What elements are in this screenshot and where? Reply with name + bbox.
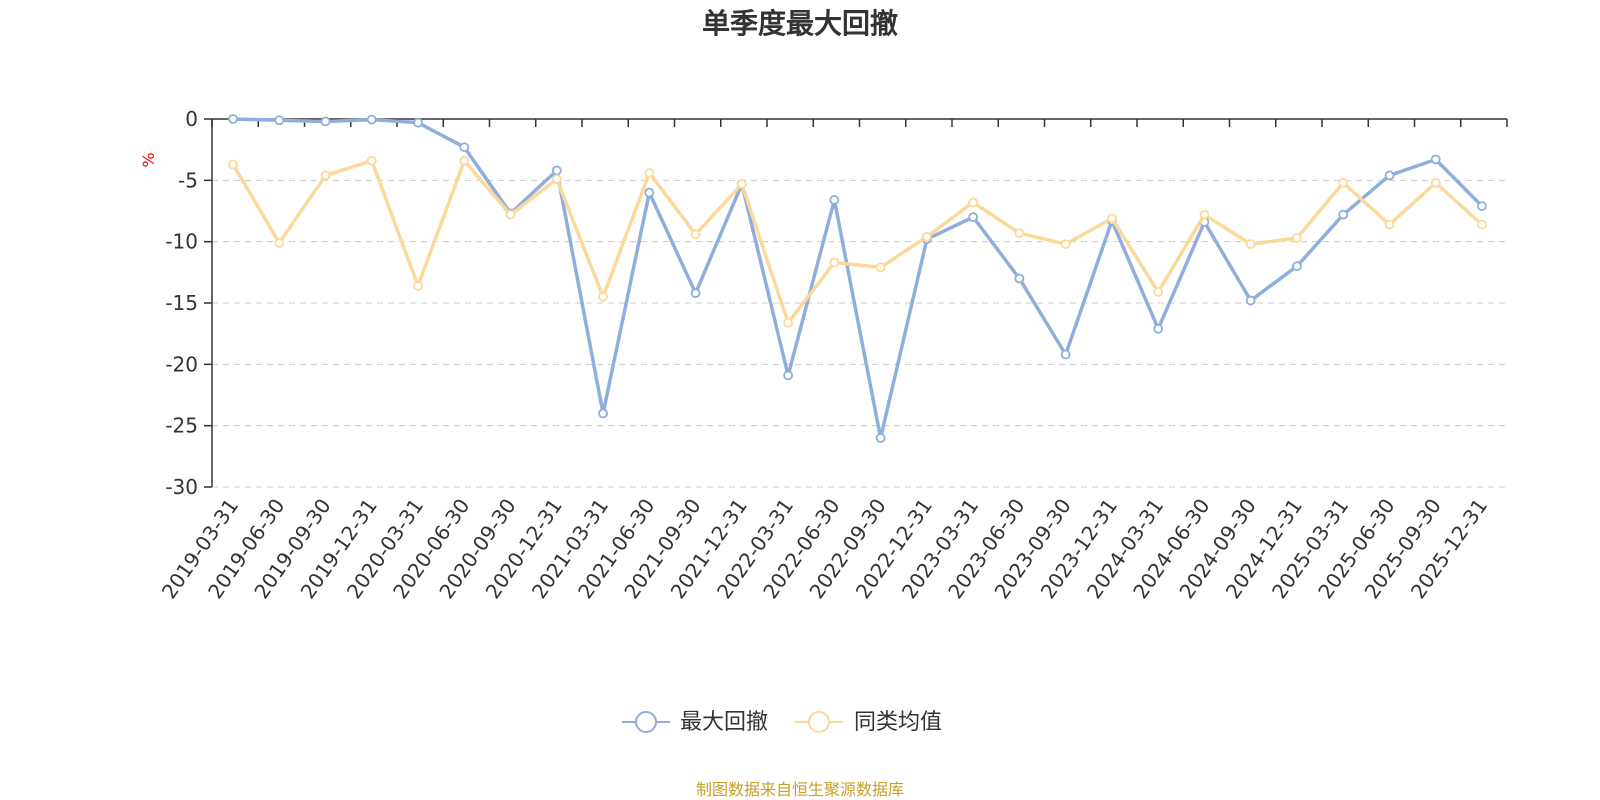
legend[interactable]: 最大回撤 同类均值	[622, 710, 942, 735]
data-point-series-2	[1430, 177, 1441, 188]
data-point-series-1	[1292, 261, 1302, 272]
legend-label: 最大回撤	[680, 710, 768, 735]
data-point-series-2	[1014, 228, 1025, 238]
data-point-series-2	[1384, 219, 1395, 230]
legend-item-2[interactable]: 同类均值	[795, 710, 942, 735]
data-point-series-2	[551, 174, 562, 185]
y-tick-label: 0	[185, 107, 198, 131]
data-point-series-2	[644, 168, 655, 178]
data-point-series-1	[644, 187, 655, 198]
data-point-series-2	[1107, 213, 1117, 224]
data-point-series-1	[829, 195, 840, 205]
data-point-series-1	[320, 116, 331, 127]
data-point-series-2	[829, 257, 840, 268]
data-point-series-1	[413, 117, 423, 128]
data-point-series-2	[1199, 209, 1210, 220]
data-point-series-1	[690, 288, 701, 299]
data-point-series-1	[968, 212, 979, 223]
data-point-series-1	[551, 165, 562, 176]
data-point-series-1	[1153, 323, 1164, 334]
y-tick-label: -20	[165, 352, 198, 376]
series-line-2	[231, 158, 1484, 325]
chart-title: 单季度最大回撤	[701, 7, 898, 40]
data-point-series-2	[1292, 233, 1302, 243]
data-point-series-1	[1384, 170, 1395, 181]
data-point-series-2	[1060, 239, 1071, 250]
data-point-series-2	[1338, 177, 1349, 188]
data-point-series-2	[413, 280, 423, 291]
data-point-series-2	[875, 262, 886, 273]
data-point-series-2	[598, 291, 608, 302]
y-tick-label: -30	[165, 475, 198, 499]
data-point-series-2	[1477, 219, 1487, 230]
legend-label: 同类均值	[854, 710, 942, 735]
grid-lines	[212, 179, 1507, 488]
y-tick-label: -25	[165, 414, 198, 438]
data-point-series-1	[1060, 349, 1071, 360]
data-point-series-1	[274, 115, 285, 126]
data-point-series-2	[783, 317, 794, 328]
axes: 0-5-10-15-20-25-30%2019-03-312019-06-302…	[139, 107, 1508, 603]
y-tick-label: -5	[178, 168, 198, 192]
data-point-series-2	[1153, 287, 1164, 297]
data-point-series-1	[1430, 154, 1441, 165]
data-point-series-1	[459, 142, 470, 153]
data-point-series-2	[505, 209, 516, 220]
data-point-series-2	[736, 179, 747, 189]
data-point-series-1	[783, 370, 794, 381]
data-point-series-1	[1338, 209, 1349, 220]
data-point-series-2	[274, 237, 285, 248]
source-note: 制图数据来自恒生聚源数据库	[695, 780, 904, 799]
data-point-series-1	[366, 114, 377, 125]
series-line-1	[231, 117, 1484, 440]
y-axis-unit-label: %	[139, 152, 158, 167]
data-point-series-2	[228, 159, 238, 170]
data-point-series-2	[366, 155, 377, 166]
data-point-series-1	[875, 433, 886, 443]
data-point-series-1	[1245, 295, 1256, 306]
data-point-series-2	[1245, 239, 1256, 250]
data-point-series-2	[968, 197, 979, 208]
data-point-series-1	[1477, 201, 1487, 211]
legend-item-1[interactable]: 最大回撤	[622, 710, 768, 735]
series-lines	[228, 114, 1487, 443]
data-point-series-2	[459, 155, 470, 166]
data-point-series-1	[228, 114, 238, 124]
legend-circle-icon	[635, 711, 657, 733]
data-point-series-1	[598, 408, 608, 419]
data-point-series-1	[1014, 273, 1025, 284]
legend-circle-icon	[808, 711, 830, 733]
data-point-series-2	[690, 229, 701, 240]
data-point-series-2	[320, 170, 331, 181]
data-point-series-2	[921, 231, 932, 242]
y-tick-label: -15	[165, 291, 198, 315]
y-tick-label: -10	[165, 230, 198, 254]
